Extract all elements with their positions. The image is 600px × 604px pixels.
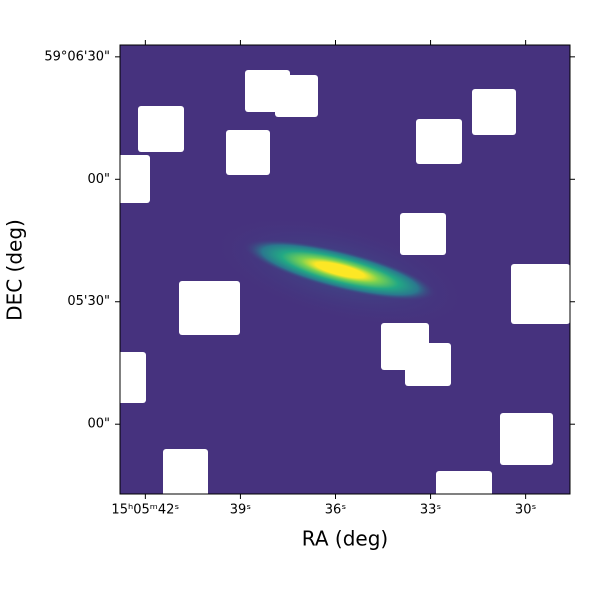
frame [119, 44, 571, 495]
y-tick-label: 05'30" [67, 294, 110, 309]
x-tick-label: 30ˢ [515, 503, 537, 518]
x-tick-label: 15ʰ05ᵐ42ˢ [111, 503, 179, 518]
mask-regions [120, 70, 570, 494]
x-axis-label: RA (deg) [302, 527, 388, 551]
y-tick-label: 00" [87, 172, 110, 187]
y-axis-label: DEC (deg) [3, 219, 27, 321]
x-tick-label: 36ˢ [325, 503, 347, 518]
image [120, 45, 570, 494]
y-tick-label: 59°06'30" [44, 49, 110, 64]
x-tick-label: 33ˢ [420, 503, 442, 518]
y-tick-label: 00" [87, 417, 110, 432]
x-tick-label: 39ˢ [230, 503, 252, 518]
